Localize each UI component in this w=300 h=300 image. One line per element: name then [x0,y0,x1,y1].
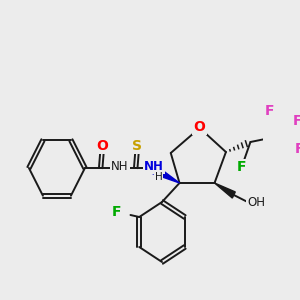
Text: S: S [133,139,142,153]
Text: F: F [237,160,246,174]
Polygon shape [150,164,179,183]
Text: F: F [295,142,300,156]
Text: O: O [194,120,206,134]
Text: F: F [112,205,121,219]
Text: F: F [265,104,274,118]
Text: OH: OH [248,196,266,209]
Text: O: O [97,139,108,153]
Text: NH: NH [111,160,129,173]
Text: F: F [293,114,300,128]
Text: H: H [154,172,162,182]
Text: NH: NH [144,160,164,172]
Polygon shape [214,183,235,198]
